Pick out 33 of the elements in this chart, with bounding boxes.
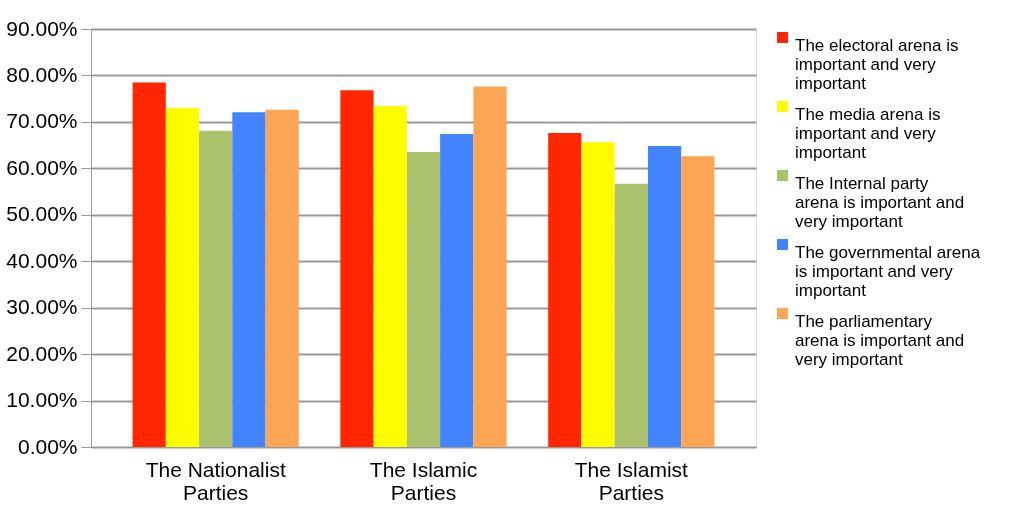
bar: [440, 133, 474, 447]
x-tick-label: The Islamist Parties: [574, 457, 689, 504]
y-tick-label: 20.00%: [6, 341, 78, 365]
bar: [199, 130, 233, 447]
x-tick-label: The Islamic Parties: [369, 457, 478, 504]
bar: [165, 107, 200, 447]
bar: [473, 86, 507, 447]
bar: [647, 146, 682, 447]
bar: [340, 90, 374, 447]
y-tick-label: 0.00%: [17, 434, 78, 458]
y-tick-label: 60.00%: [6, 155, 78, 179]
bar: [406, 152, 441, 447]
bar: [548, 133, 582, 447]
bar: [132, 82, 166, 447]
legend-label: The Internal party arena is important and very important: [795, 173, 965, 231]
x-tick-label: The Nationalist Parties: [145, 457, 286, 504]
y-tick-label: 10.00%: [6, 388, 78, 412]
y-tick-label: 80.00%: [6, 62, 78, 86]
y-tick-label: 70.00%: [6, 109, 78, 133]
legend-label: The governmental arena is important and very important: [795, 242, 981, 300]
bar: [373, 106, 407, 447]
y-tick-label: 90.00%: [6, 16, 78, 40]
legend-label: The media arena is important and very important: [795, 104, 941, 162]
y-tick-label: 50.00%: [6, 202, 78, 226]
bar: [614, 183, 648, 447]
y-tick-label: 40.00%: [6, 248, 78, 272]
y-tick-label: 30.00%: [6, 295, 78, 319]
bar: [681, 156, 715, 447]
bar: [232, 112, 266, 447]
legend-label: The parliamentary arena is important and very important: [795, 311, 965, 369]
legend-label: The electoral arena is important and very important: [795, 35, 959, 93]
bar: [581, 142, 615, 447]
bar: [265, 109, 299, 447]
